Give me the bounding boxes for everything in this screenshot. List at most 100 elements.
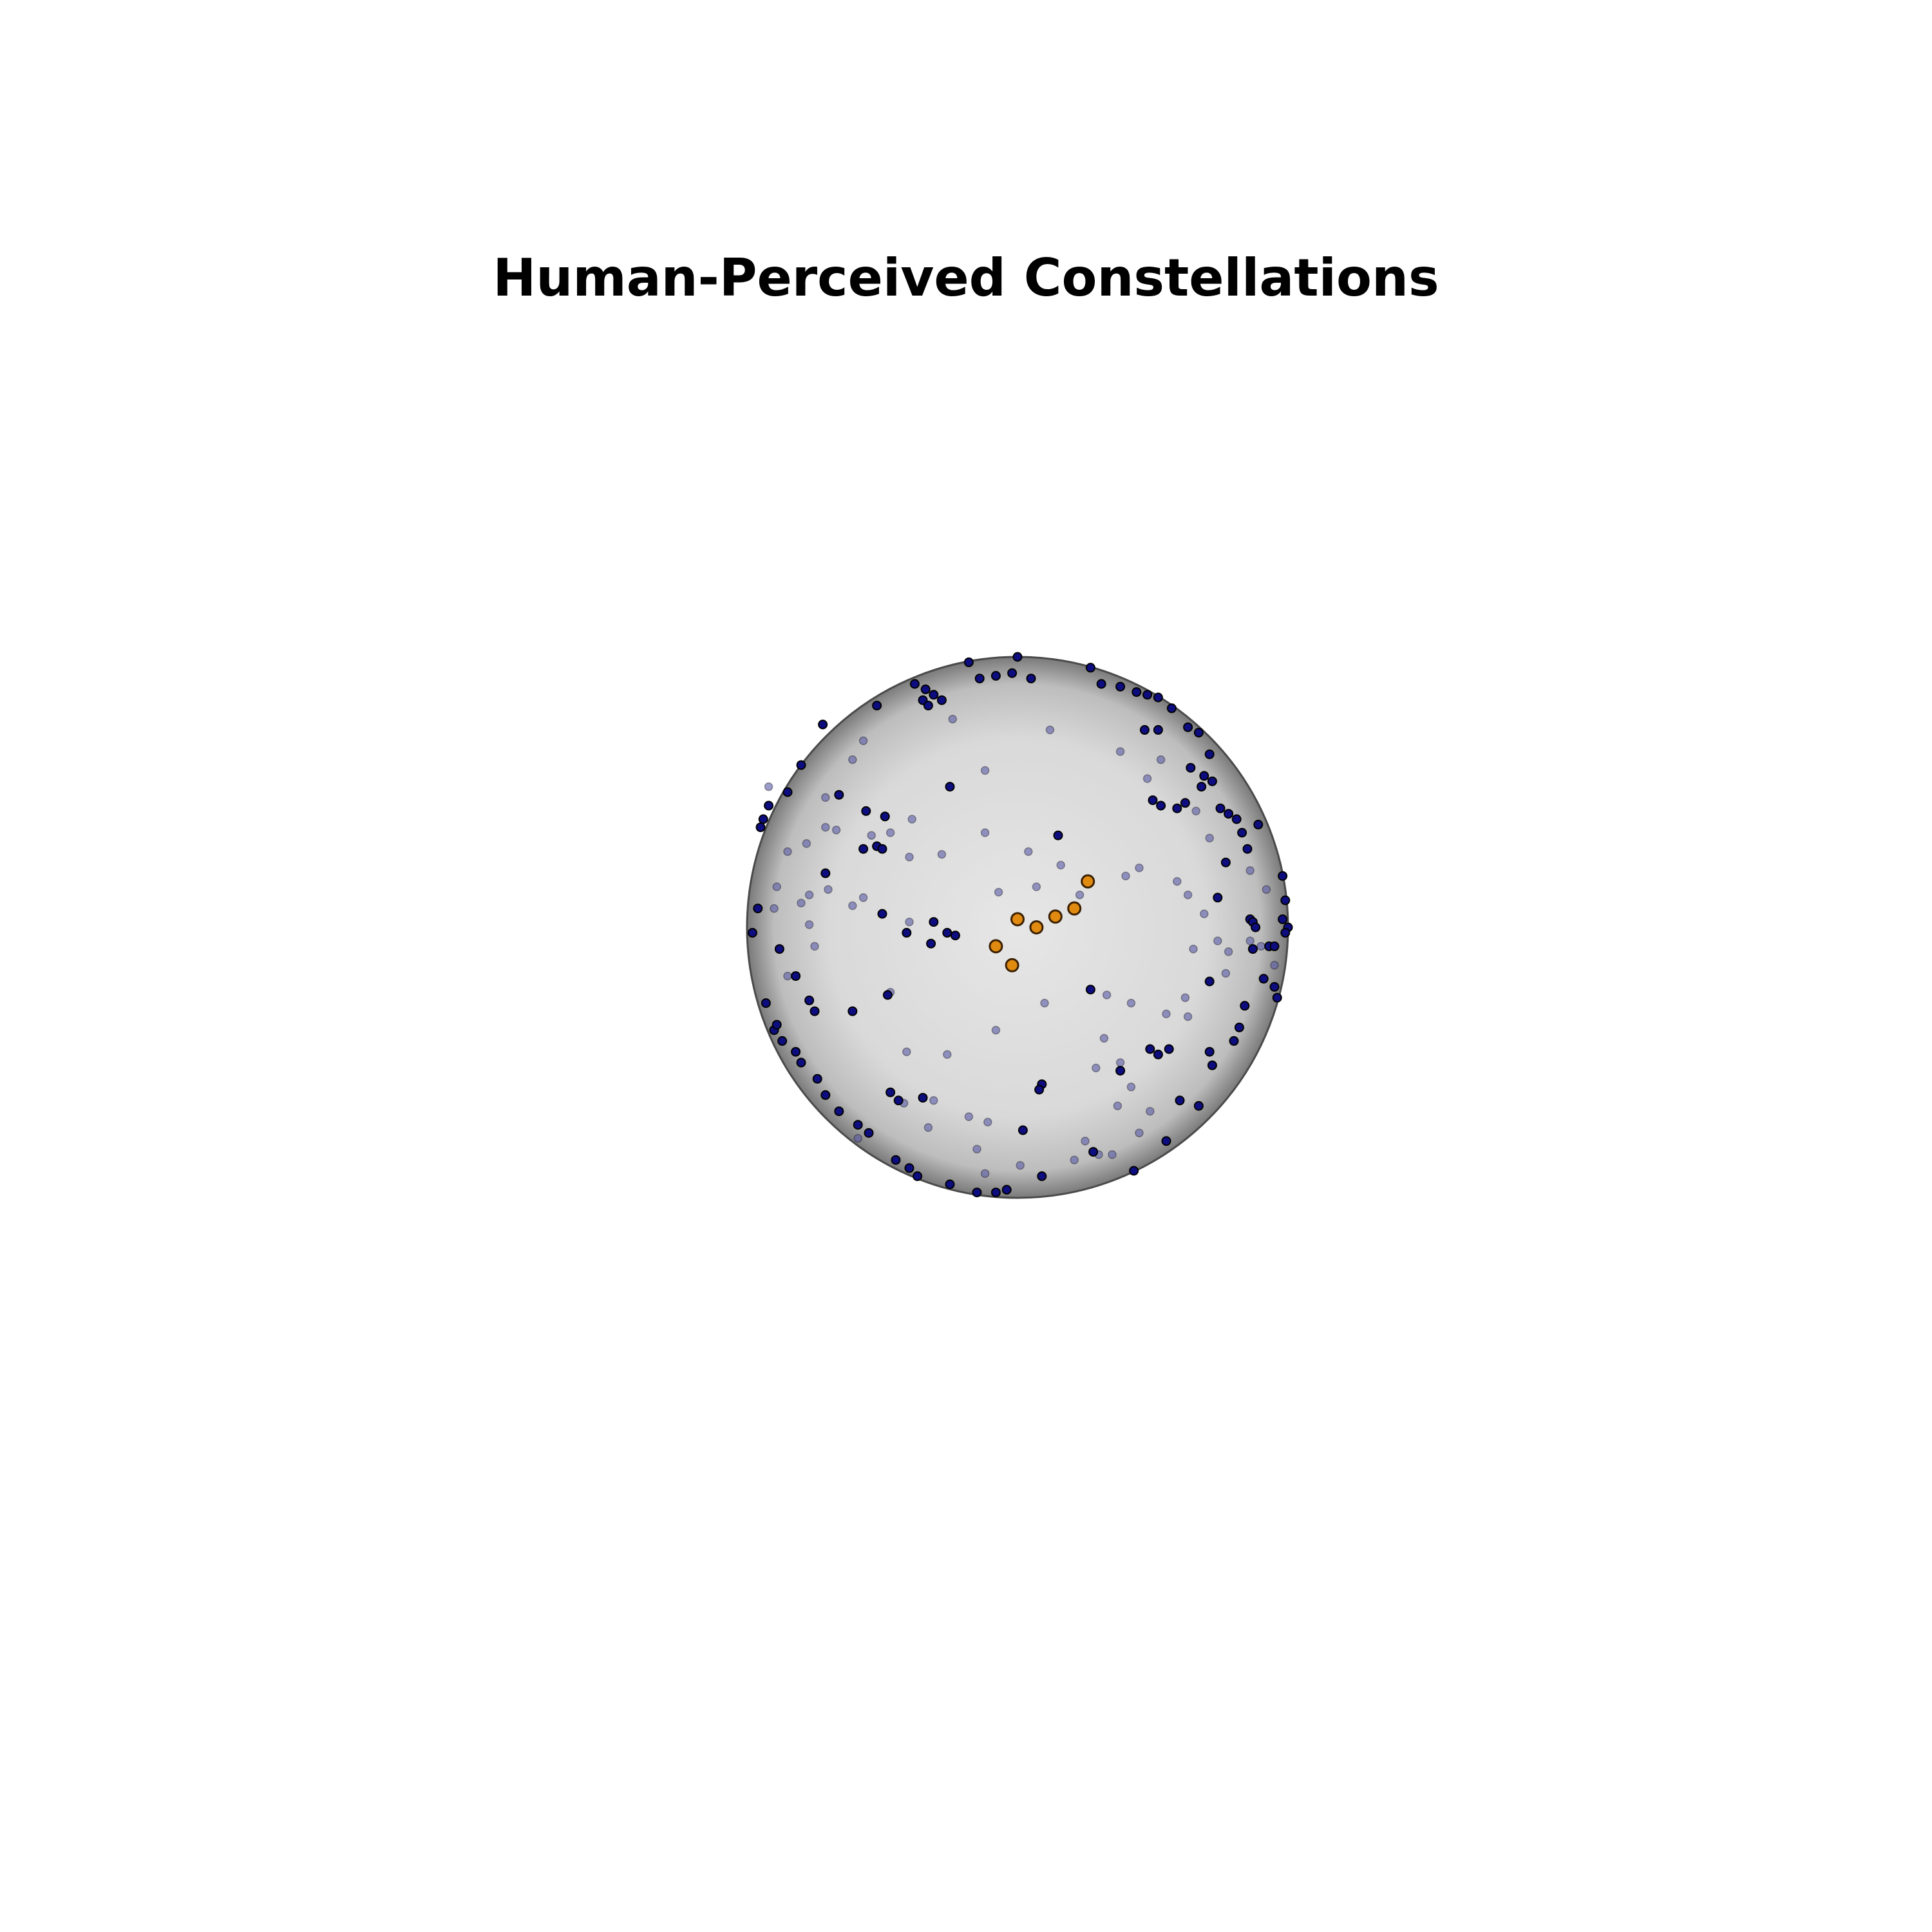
faded-star-39 [1108,1150,1117,1159]
faded-star-68 [1070,1155,1079,1164]
star-114 [834,790,844,800]
faded-star-37 [1081,1137,1090,1146]
celestial-sphere [746,656,1289,1199]
faded-star-22 [1099,1034,1109,1043]
star-102 [929,917,939,927]
star-112 [923,701,933,711]
star-47 [1247,944,1258,954]
faded-star-58 [905,917,914,927]
faded-star-15 [1200,909,1209,918]
star-101 [942,927,952,938]
faded-star-8 [1032,882,1041,891]
star-109 [872,701,882,711]
star-96 [774,944,784,954]
faded-star-47 [821,822,830,832]
faded-star-56 [907,815,916,824]
star-51 [1272,992,1282,1003]
star-122 [877,844,887,854]
constellation-star-0 [1081,874,1095,889]
faded-star-44 [824,885,833,894]
star-72 [913,1171,923,1181]
star-12 [1132,687,1142,697]
star-76 [853,1120,863,1130]
star-88 [848,1006,858,1016]
star-23 [1207,776,1217,786]
star-34 [1242,844,1253,854]
faded-star-11 [1121,871,1130,880]
star-53 [1234,1022,1244,1032]
faded-star-42 [848,901,857,911]
star-7 [990,670,1001,681]
faded-star-24 [1126,1083,1136,1092]
faded-star-12 [1135,863,1144,873]
faded-star-3 [1115,747,1125,756]
star-52 [1240,1001,1250,1011]
constellation-star-4 [1010,912,1025,927]
star-22 [1199,771,1209,781]
star-37 [1280,895,1291,905]
faded-star-65 [853,1133,862,1143]
star-107 [796,760,806,770]
faded-star-59 [783,971,792,981]
star-70 [972,1188,982,1198]
faded-star-10 [1075,890,1084,900]
faded-star-20 [1162,1009,1171,1019]
star-18 [1183,722,1193,732]
chart-title: Human-Perceived Constellations [493,248,1439,308]
star-57 [1164,1044,1174,1054]
star-71 [945,1179,955,1189]
star-75 [864,1128,874,1138]
faded-star-18 [1221,969,1231,978]
faded-star-26 [1040,998,1049,1008]
star-16 [1139,724,1150,735]
star-110 [945,782,955,792]
star-120 [858,844,869,854]
faded-star-51 [831,826,841,835]
star-60 [1175,1095,1185,1106]
star-13 [1142,690,1153,700]
faded-star-17 [1189,944,1198,954]
star-20 [1204,749,1215,759]
faded-star-61 [783,847,792,857]
star-124 [1037,1171,1047,1181]
star-25 [1148,795,1158,806]
star-81 [791,1046,801,1057]
star-87 [810,1006,820,1016]
star-42 [1278,914,1288,924]
star-2 [909,679,920,689]
faded-star-73 [1256,942,1265,951]
star-117 [1026,674,1036,684]
star-67 [1129,1166,1139,1176]
star-66 [1018,1125,1028,1135]
star-89 [886,1087,896,1097]
faded-star-23 [1092,1063,1101,1073]
star-35 [1220,857,1231,867]
star-10 [1096,679,1106,689]
star-119 [1085,985,1095,995]
star-65 [1034,1084,1045,1095]
star-9 [1085,663,1095,673]
star-85 [761,998,771,1009]
star-80 [796,1057,806,1068]
faded-star-71 [1245,866,1255,875]
constellation-star-5 [989,939,1003,954]
faded-star-32 [964,1112,974,1121]
faded-star-30 [929,1096,938,1105]
faded-star-25 [1183,1012,1193,1021]
star-11 [1115,681,1126,692]
star-29 [1215,803,1226,813]
faded-star-74 [1270,961,1279,970]
star-31 [1231,814,1242,824]
faded-star-63 [772,882,781,891]
star-106 [782,787,793,797]
faded-star-46 [802,839,811,848]
star-94 [753,904,763,914]
star-116 [1053,830,1063,840]
star-4 [929,690,939,700]
star-77 [834,1106,844,1117]
star-113 [861,806,871,816]
faded-star-5 [980,828,990,837]
faded-star-35 [923,1123,933,1132]
faded-star-60 [804,920,814,929]
